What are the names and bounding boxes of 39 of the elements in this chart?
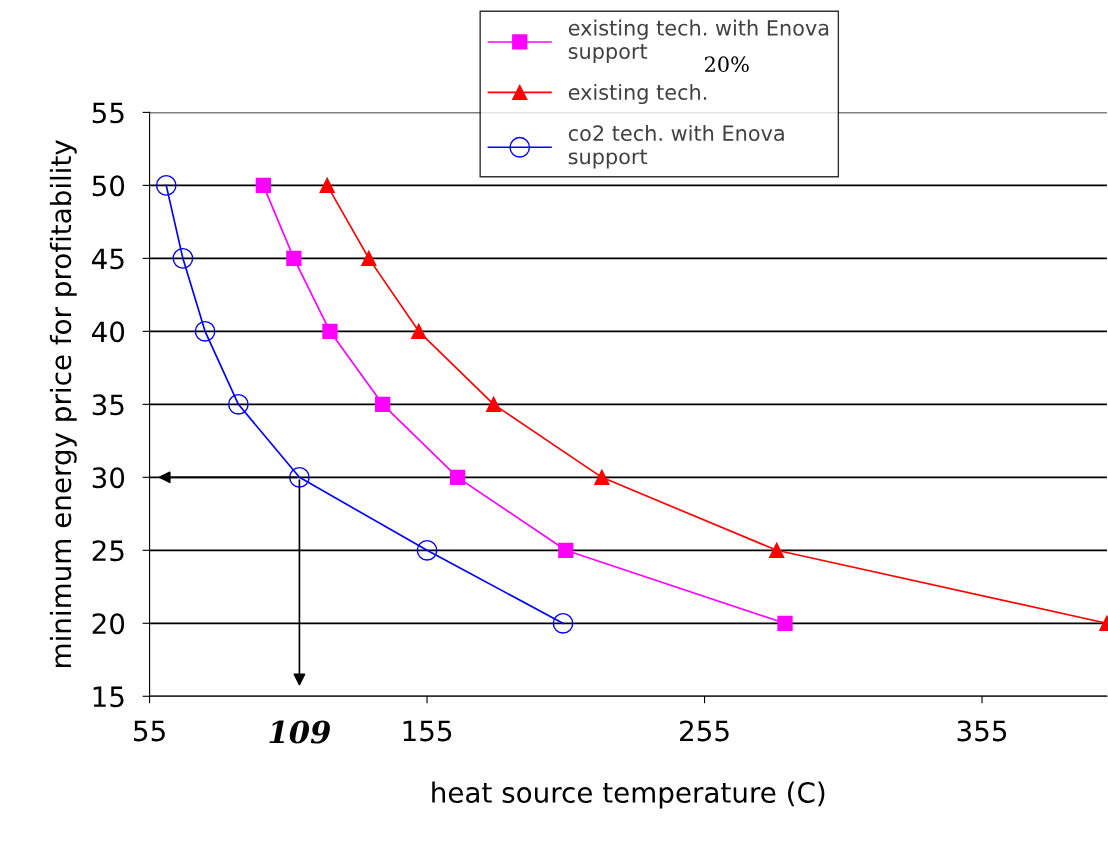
y-axis-title: minimum energy price for profitability xyxy=(49,140,77,667)
annotation: 109 xyxy=(269,720,330,744)
x-tick-label: 155 xyxy=(403,720,452,742)
point xyxy=(416,539,438,561)
text: 20% xyxy=(704,56,749,73)
point xyxy=(255,177,271,194)
y-tick-label: 45 xyxy=(91,248,124,270)
y-tick-label: 25 xyxy=(92,540,124,562)
point xyxy=(552,612,574,634)
y-tick-label: 50 xyxy=(92,175,125,197)
y-tick-label: 15 xyxy=(93,686,124,708)
point xyxy=(322,323,338,339)
point xyxy=(558,542,574,558)
x-tick-label: 255 xyxy=(680,720,729,742)
point xyxy=(289,466,310,488)
point xyxy=(172,247,194,269)
point xyxy=(411,323,427,339)
point xyxy=(194,320,216,342)
point xyxy=(769,542,785,558)
point xyxy=(375,396,391,412)
legend-label: existing tech. xyxy=(568,83,707,105)
y-tick-label: 30 xyxy=(92,467,125,489)
y-tick-label: 40 xyxy=(91,321,125,343)
x-tick-label: 355 xyxy=(957,720,1007,742)
point xyxy=(777,615,793,631)
y-tick-label: 55 xyxy=(92,102,124,124)
point xyxy=(286,250,302,266)
point xyxy=(319,177,335,194)
point xyxy=(227,393,249,415)
point xyxy=(361,250,377,266)
point xyxy=(486,396,502,412)
point xyxy=(155,174,177,196)
legend-label: co2 tech. with Enova support xyxy=(568,124,784,169)
x-tick-label: 55 xyxy=(134,720,165,742)
y-tick-label: 20 xyxy=(92,613,125,635)
point xyxy=(449,469,466,485)
y-tick-label: 35 xyxy=(92,394,124,416)
point xyxy=(594,469,610,485)
x-axis-title: heat source temperature (C) xyxy=(432,781,825,809)
